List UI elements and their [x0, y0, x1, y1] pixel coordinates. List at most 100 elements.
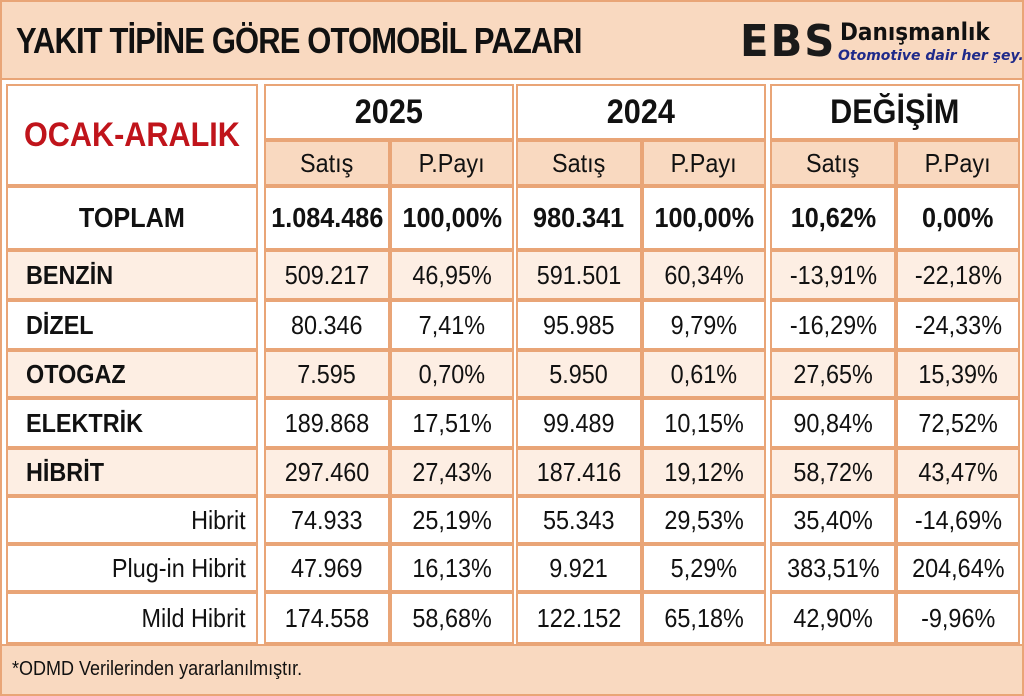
- table-cell-p25: 17,51%: [390, 398, 514, 448]
- table-cell-s25: 47.969: [264, 544, 390, 592]
- table-cell-p24-text: 19,12%: [664, 456, 744, 487]
- table-cell-ds-text: 383,51%: [786, 552, 880, 583]
- group-change-sales-header: Satış: [770, 140, 896, 186]
- table-cell-p25-text: 27,43%: [412, 456, 492, 487]
- table-cell-p25-text: 7,41%: [418, 309, 486, 340]
- table-cell-ds: -13,91%: [770, 250, 896, 300]
- table-cell-ds-text: 42,90%: [793, 602, 873, 633]
- table-cell-p25-text: 17,51%: [412, 407, 492, 438]
- table-cell-s25-text: 297.460: [284, 456, 370, 487]
- table-cell-p25-text: 0,70%: [418, 358, 486, 389]
- table-cell-p25-text: 58,68%: [412, 602, 492, 633]
- row-label: DİZEL: [6, 300, 258, 350]
- table-cell-ds: 383,51%: [770, 544, 896, 592]
- row-label-text: HİBRİT: [26, 456, 105, 487]
- group-change-text: DEĞİŞİM: [830, 92, 960, 131]
- table-cell-s24: 591.501: [516, 250, 642, 300]
- table-cell-p24: 100,00%: [642, 186, 766, 250]
- table-cell-p24-text: 0,61%: [670, 358, 738, 389]
- table-cell-p25: 46,95%: [390, 250, 514, 300]
- table-cell-ds: -16,29%: [770, 300, 896, 350]
- page-title: YAKIT TİPİNE GÖRE OTOMOBİL PAZARI: [16, 20, 583, 61]
- logo-tagline: Otomotive dair her şey...: [838, 48, 1024, 64]
- table-cell-dp: 204,64%: [896, 544, 1020, 592]
- table-cell-dp-text: -22,18%: [914, 259, 1002, 290]
- table-cell-p25: 16,13%: [390, 544, 514, 592]
- table-cell-ds: 42,90%: [770, 592, 896, 644]
- table-cell-s24-text: 95.985: [543, 309, 615, 340]
- table-cell-p25: 7,41%: [390, 300, 514, 350]
- table-cell-dp: -24,33%: [896, 300, 1020, 350]
- table-cell-s24-text: 980.341: [533, 202, 625, 233]
- table-cell-p24-text: 100,00%: [654, 202, 754, 233]
- table-cell-p24-text: 9,79%: [670, 309, 738, 340]
- table-cell-p25: 100,00%: [390, 186, 514, 250]
- row-label-text: Hibrit: [191, 504, 246, 535]
- group-change-share-header-text: P.Payı: [925, 147, 991, 178]
- table-cell-s25-text: 47.969: [291, 552, 363, 583]
- row-label-text: BENZİN: [26, 259, 114, 290]
- group-2024-share-header: P.Payı: [642, 140, 766, 186]
- table-cell-ds-text: -16,29%: [789, 309, 877, 340]
- table-cell-s25: 7.595: [264, 350, 390, 398]
- table-cell-p24-text: 60,34%: [664, 259, 744, 290]
- table-cell-dp-text: 43,47%: [918, 456, 998, 487]
- table-cell-dp: -22,18%: [896, 250, 1020, 300]
- table-cell-dp: -9,96%: [896, 592, 1020, 644]
- table-cell-dp: 43,47%: [896, 448, 1020, 496]
- table-cell-s25-text: 174.558: [284, 602, 370, 633]
- table-cell-p25-text: 25,19%: [412, 504, 492, 535]
- table-cell-s24: 55.343: [516, 496, 642, 544]
- table-cell-s25: 297.460: [264, 448, 390, 496]
- table-cell-p24: 29,53%: [642, 496, 766, 544]
- table-cell-s24: 187.416: [516, 448, 642, 496]
- table-cell-s24: 99.489: [516, 398, 642, 448]
- table-cell-p25: 27,43%: [390, 448, 514, 496]
- row-label-text: Plug-in Hibrit: [112, 552, 246, 583]
- table-cell-p24-text: 5,29%: [670, 552, 738, 583]
- row-label-text: TOPLAM: [79, 202, 185, 233]
- table-cell-dp-text: 204,64%: [911, 552, 1005, 583]
- table-cell-s25: 509.217: [264, 250, 390, 300]
- table-cell-ds: 58,72%: [770, 448, 896, 496]
- table-cell-p25: 58,68%: [390, 592, 514, 644]
- row-label: OTOGAZ: [6, 350, 258, 398]
- table-cell-s24: 122.152: [516, 592, 642, 644]
- table-cell-s24: 5.950: [516, 350, 642, 398]
- group-2025-text: 2025: [354, 92, 424, 131]
- table-cell-p25: 0,70%: [390, 350, 514, 398]
- table-cell-s24: 980.341: [516, 186, 642, 250]
- table-cell-p24: 0,61%: [642, 350, 766, 398]
- table-cell-s25: 74.933: [264, 496, 390, 544]
- table-cell-p24-text: 29,53%: [664, 504, 744, 535]
- table-cell-p24: 65,18%: [642, 592, 766, 644]
- table-cell-ds-text: 35,40%: [793, 504, 873, 535]
- group-2025: 2025: [264, 84, 514, 140]
- group-change-sales-header-text: Satış: [806, 147, 860, 178]
- period-label-text: OCAK-ARALIK: [24, 115, 240, 154]
- table-cell-ds: 35,40%: [770, 496, 896, 544]
- table-cell-p25: 25,19%: [390, 496, 514, 544]
- table-cell-s24-text: 5.950: [549, 358, 609, 389]
- table-cell-s24-text: 99.489: [543, 407, 615, 438]
- table-cell-dp: 15,39%: [896, 350, 1020, 398]
- table-cell-s25: 189.868: [264, 398, 390, 448]
- period-label: OCAK-ARALIK: [6, 84, 258, 186]
- table-cell-ds: 10,62%: [770, 186, 896, 250]
- row-label-text: OTOGAZ: [26, 358, 126, 389]
- group-change: DEĞİŞİM: [770, 84, 1020, 140]
- table-cell-s24-text: 9.921: [549, 552, 609, 583]
- group-2024-text: 2024: [606, 92, 676, 131]
- group-2025-share-header-text: P.Payı: [419, 147, 485, 178]
- table-cell-dp-text: -24,33%: [914, 309, 1002, 340]
- table-cell-p24: 19,12%: [642, 448, 766, 496]
- table-cell-s25-text: 80.346: [291, 309, 363, 340]
- row-label-text: Mild Hibrit: [141, 602, 246, 633]
- group-2025-sales-header-text: Satış: [300, 147, 354, 178]
- table-cell-p24: 9,79%: [642, 300, 766, 350]
- table-cell-ds: 27,65%: [770, 350, 896, 398]
- row-label: Hibrit: [6, 496, 258, 544]
- table-cell-ds-text: 27,65%: [793, 358, 873, 389]
- source-note: *ODMD Verilerinden yararlanılmıştır.: [12, 658, 303, 680]
- table-cell-s24: 95.985: [516, 300, 642, 350]
